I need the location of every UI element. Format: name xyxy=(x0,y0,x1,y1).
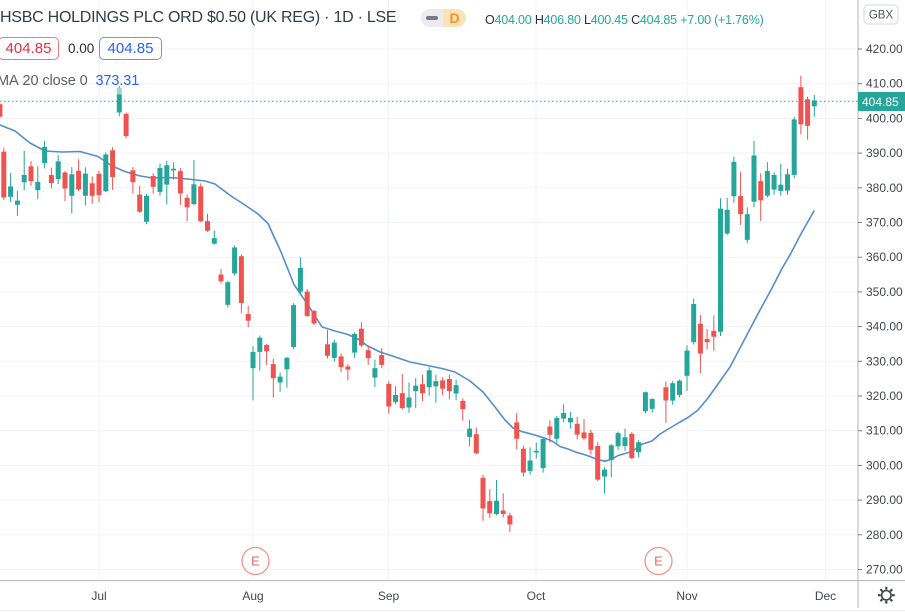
svg-text:404.85: 404.85 xyxy=(862,95,899,109)
svg-text:340.00: 340.00 xyxy=(866,320,903,334)
svg-text:Jul: Jul xyxy=(91,589,106,603)
svg-text:310.00: 310.00 xyxy=(866,424,903,438)
svg-text:Sep: Sep xyxy=(378,589,400,603)
svg-text:Oct: Oct xyxy=(527,589,546,603)
svg-text:390.00: 390.00 xyxy=(866,146,903,160)
svg-text:320.00: 320.00 xyxy=(866,389,903,403)
svg-text:300.00: 300.00 xyxy=(866,458,903,472)
svg-text:360.00: 360.00 xyxy=(866,250,903,264)
svg-text:Dec: Dec xyxy=(815,589,836,603)
svg-text:380.00: 380.00 xyxy=(866,181,903,195)
svg-text:290.00: 290.00 xyxy=(866,493,903,507)
svg-text:E: E xyxy=(654,554,663,569)
svg-text:GBX: GBX xyxy=(869,10,894,22)
svg-text:400.00: 400.00 xyxy=(866,111,903,125)
svg-text:330.00: 330.00 xyxy=(866,354,903,368)
svg-text:E: E xyxy=(251,554,260,569)
svg-text:350.00: 350.00 xyxy=(866,285,903,299)
svg-text:370.00: 370.00 xyxy=(866,216,903,230)
svg-text:420.00: 420.00 xyxy=(866,42,903,56)
svg-text:280.00: 280.00 xyxy=(866,528,903,542)
svg-text:410.00: 410.00 xyxy=(866,77,903,91)
svg-text:Aug: Aug xyxy=(242,589,263,603)
svg-text:Nov: Nov xyxy=(676,589,697,603)
svg-text:270.00: 270.00 xyxy=(866,563,903,577)
